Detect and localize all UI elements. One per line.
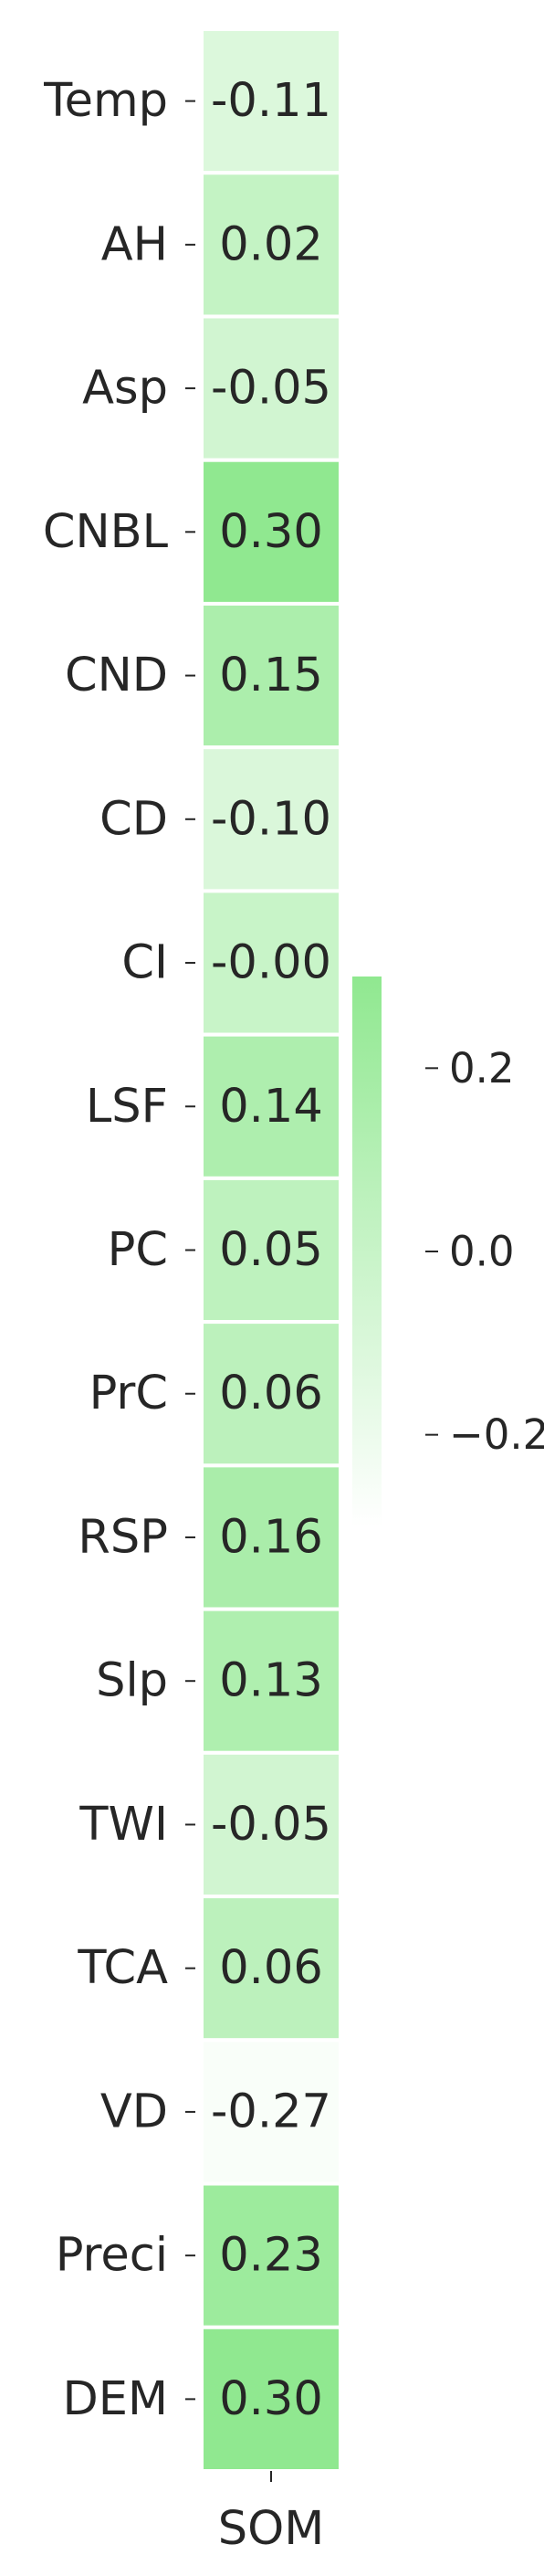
- cell-value-label: 0.30: [219, 2372, 323, 2426]
- cell-value-label: 0.05: [219, 1223, 323, 1277]
- row-label: LSF: [86, 1080, 168, 1134]
- row-label: TCA: [77, 1941, 168, 1995]
- row-label: Asp: [82, 362, 168, 416]
- heatmap-cell: [200, 171, 342, 319]
- cell-value-label: -0.00: [211, 936, 331, 990]
- heatmap-cell: [200, 1320, 342, 1468]
- colorbar: 0.2 0.0 −0.2: [352, 977, 544, 1526]
- heatmap-cell: [200, 2325, 342, 2473]
- cell-value-label: 0.23: [219, 2229, 323, 2283]
- cell-value-label: 0.16: [219, 1510, 323, 1564]
- cell-value-label: -0.11: [211, 74, 331, 128]
- row-label: DEM: [63, 2372, 169, 2426]
- row-label: Preci: [56, 2229, 168, 2283]
- cell-value-label: 0.06: [219, 1367, 323, 1420]
- row-label: CI: [121, 936, 168, 990]
- cell-value-label: 0.06: [219, 1941, 323, 1995]
- column-label: SOM: [218, 2502, 325, 2556]
- heatmap-cell: [200, 27, 342, 175]
- heatmap-cell: [200, 1032, 342, 1180]
- colorbar-tick-label: 0.2: [449, 1044, 515, 1093]
- heatmap-cell: [200, 745, 342, 893]
- colorbar-gradient: [352, 977, 382, 1526]
- colorbar-tick-label: 0.0: [449, 1228, 515, 1276]
- row-label: Temp: [43, 74, 168, 128]
- heatmap-cell: [200, 2181, 342, 2329]
- cell-value-label: 0.30: [219, 505, 323, 559]
- cell-value-label: 0.15: [219, 649, 323, 702]
- row-label: TWI: [78, 1798, 168, 1852]
- cell-value-label: 0.13: [219, 1654, 323, 1708]
- row-labels: Temp AH Asp CNBL CND CD CI LSF PC PrC RSP Slp TWI TCA…: [43, 74, 195, 2426]
- cell-value-label: -0.10: [211, 792, 331, 846]
- cell-value-label: -0.27: [211, 2085, 331, 2138]
- cell-value-label: 0.02: [219, 217, 323, 271]
- cell-value-label: -0.05: [211, 362, 331, 416]
- row-label: PrC: [89, 1367, 168, 1420]
- colorbar-tick-label: −0.2: [449, 1410, 544, 1459]
- row-label: CNBL: [43, 505, 169, 559]
- row-label: VD: [100, 2085, 168, 2138]
- row-label: RSP: [78, 1510, 168, 1564]
- cell-value-label: 0.14: [219, 1080, 323, 1134]
- row-label: CD: [99, 792, 168, 846]
- heatmap-cell: [200, 1607, 342, 1755]
- heatmap-cells: -0.11 0.02 -0.05 0.30 0.15 -0.10 -0.00 0.14 0.05…: [200, 27, 342, 2473]
- row-label: PC: [108, 1223, 168, 1277]
- heatmap-cell: [200, 458, 342, 606]
- row-label: CND: [65, 649, 168, 702]
- heatmap-cell: [200, 1463, 342, 1611]
- cell-value-label: -0.05: [211, 1798, 331, 1852]
- heatmap-cell: [200, 1895, 342, 2043]
- row-label: AH: [101, 217, 168, 271]
- row-label: Slp: [96, 1654, 168, 1708]
- column-labels: SOM: [218, 2471, 325, 2556]
